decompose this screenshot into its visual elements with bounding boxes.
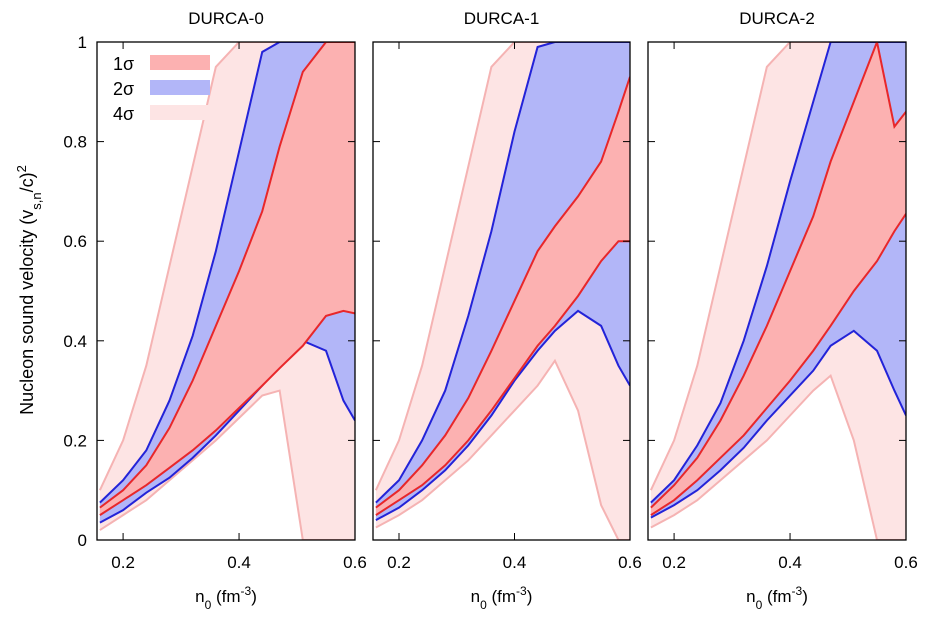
- x-tick-label: 0.6: [618, 553, 642, 572]
- y-axis-label-main: Nucleon sound velocity (v: [17, 210, 37, 415]
- legend-item-2sigma: 2σ: [113, 79, 210, 99]
- x-axis-label-part: 0: [205, 598, 212, 612]
- panel-title: DURCA-2: [739, 9, 815, 28]
- y-tick-label: 0.2: [63, 431, 87, 450]
- x-axis-label-part: -3: [241, 584, 252, 598]
- upper-line-2sigma: [650, 42, 906, 504]
- x-axis-label-part: n: [746, 587, 755, 606]
- x-axis-label-part: 0: [480, 598, 487, 612]
- panel-2: DURCA-1 0.2 0.4 0.6 n0 (fm-3): [372, 9, 642, 612]
- y-tick-label: 0.6: [63, 232, 87, 251]
- upper-line-4sigma: [374, 42, 630, 491]
- x-axis-label-part: -3: [792, 584, 803, 598]
- legend: 1σ 2σ 4σ: [113, 54, 210, 124]
- lower-line-1sigma: [375, 240, 630, 516]
- legend-item-1sigma: 1σ: [113, 54, 210, 74]
- legend-item-4sigma: 4σ: [113, 104, 210, 124]
- upper-line-4sigma: [98, 42, 355, 491]
- lower-line-1sigma: [650, 213, 906, 516]
- y-axis-label-mid: /c): [17, 172, 37, 192]
- legend-swatch-2sigma: [150, 80, 210, 95]
- y-axis-label: Nucleon sound velocity (vs,n/c)2: [14, 165, 44, 415]
- panel-frame: [372, 41, 631, 541]
- panel-frame: [647, 41, 907, 541]
- y-axis-label-sub: s,n: [29, 192, 44, 209]
- x-tick-label: 0.2: [387, 553, 411, 572]
- upper-line-2sigma: [99, 42, 355, 504]
- x-tick-label: 0.4: [227, 553, 251, 572]
- x-axis-label-part: -3: [516, 584, 527, 598]
- lower-line-4sigma: [650, 373, 906, 540]
- upper-line-4sigma: [649, 42, 906, 491]
- band-2sigma: [375, 42, 630, 521]
- upper-line-1sigma: [650, 42, 906, 509]
- band-1sigma: [99, 42, 355, 516]
- plot-area-2: [374, 42, 630, 540]
- x-axis-label-part: ): [251, 587, 257, 606]
- plot-area-1: [98, 42, 355, 540]
- legend-label-1sigma: 1σ: [113, 54, 134, 74]
- x-axis-label-part: n: [195, 587, 204, 606]
- band-1sigma: [650, 42, 906, 516]
- x-axis-label-part: ): [802, 587, 808, 606]
- x-axis-label-part: (fm: [762, 587, 791, 606]
- lower-line-2sigma: [650, 329, 906, 519]
- x-tick-label: 0.4: [503, 553, 527, 572]
- panel-title: DURCA-1: [464, 9, 540, 28]
- panels: DURCA-000.20.40.60.810.2 0.4 0.6n0 (fm-3)D…: [63, 9, 917, 612]
- y-tick-label: 1: [78, 33, 87, 52]
- y-tick-label: 0.4: [63, 332, 87, 351]
- panel-3: DURCA-2 0.2 0.4 0.6 n0 (fm-3): [647, 9, 918, 612]
- lower-line-2sigma: [375, 309, 630, 521]
- x-axis-label-part: (fm: [487, 587, 516, 606]
- y-tick-label: 0.8: [63, 133, 87, 152]
- x-axis-label-part: (fm: [211, 587, 240, 606]
- x-tick-label: 0.6: [343, 553, 367, 572]
- legend-swatch-4sigma: [150, 105, 210, 120]
- x-axis-label: n0 (fm-3): [471, 584, 533, 612]
- lower-line-2sigma: [99, 339, 355, 524]
- x-tick-label: 0.6: [894, 553, 918, 572]
- panel-title: DURCA-0: [188, 9, 264, 28]
- upper-line-1sigma: [99, 42, 355, 509]
- lower-line-4sigma: [375, 358, 630, 540]
- upper-line-1sigma: [375, 76, 630, 509]
- legend-swatch-1sigma: [150, 55, 210, 70]
- y-tick-label: 0: [78, 531, 87, 550]
- x-axis-label: n0 (fm-3): [746, 584, 808, 612]
- x-axis-label-part: ): [527, 587, 533, 606]
- x-axis-label-part: 0: [756, 598, 763, 612]
- x-tick-label: 0.2: [662, 553, 686, 572]
- x-tick-label: 0.4: [778, 553, 802, 572]
- upper-line-2sigma: [375, 42, 630, 504]
- x-tick-label: 0.2: [111, 553, 135, 572]
- lower-line-4sigma: [99, 389, 355, 540]
- panel-frame: [96, 41, 356, 541]
- x-axis-label: n0 (fm-3): [195, 584, 257, 612]
- panel-1: DURCA-000.20.40.60.810.2 0.4 0.6n0 (fm-3): [63, 9, 366, 612]
- y-axis-label-sup: 2: [14, 165, 29, 172]
- lower-line-1sigma: [99, 309, 355, 516]
- legend-label-4sigma: 4σ: [113, 104, 134, 124]
- legend-label-2sigma: 2σ: [113, 79, 134, 99]
- plot-area-3: [649, 42, 906, 540]
- x-axis-label-part: n: [471, 587, 480, 606]
